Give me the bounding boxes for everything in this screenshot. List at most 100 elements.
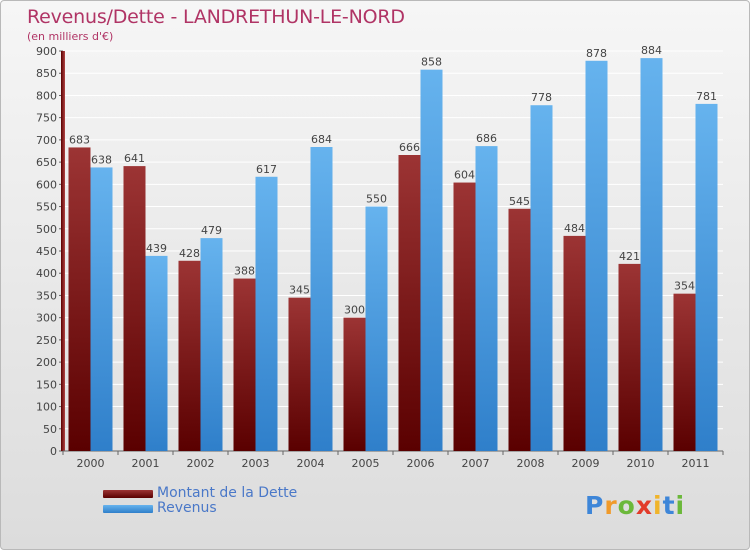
bars: [68, 58, 718, 452]
y-tick-label: 900: [36, 45, 57, 58]
x-tick-label: 2010: [627, 457, 655, 470]
data-label: 683: [69, 133, 90, 146]
data-label: 778: [531, 91, 552, 104]
logo-letter: i: [653, 491, 663, 520]
data-label: 545: [509, 195, 530, 208]
x-tick-label: 2009: [572, 457, 600, 470]
y-tick-label: 450: [36, 245, 57, 258]
x-tick-label: 2001: [132, 457, 160, 470]
x-tick-label: 2002: [187, 457, 215, 470]
data-label: 617: [256, 163, 277, 176]
bar-revenue: [255, 176, 278, 451]
bar-revenue: [90, 167, 113, 451]
bar-revenue: [200, 238, 223, 451]
y-tick-label: 350: [36, 289, 57, 302]
x-tick-label: 2003: [242, 457, 270, 470]
x-tick-label: 2004: [297, 457, 325, 470]
bar-debt: [68, 147, 91, 451]
data-label: 686: [476, 132, 497, 145]
bar-debt: [178, 260, 201, 451]
x-tick-label: 2005: [352, 457, 380, 470]
data-label: 439: [146, 242, 167, 255]
data-label: 878: [586, 47, 607, 60]
logo-letter: o: [617, 491, 636, 520]
y-tick-label: 700: [36, 134, 57, 147]
bar-revenue: [640, 58, 663, 451]
y-tick-label: 750: [36, 112, 57, 125]
data-label: 666: [399, 141, 420, 154]
grid-lines: [63, 50, 723, 452]
y-tick-label: 150: [36, 378, 57, 391]
x-tick-label: 2008: [517, 457, 545, 470]
data-label: 388: [234, 265, 255, 278]
y-tick-label: 550: [36, 201, 57, 214]
data-label: 300: [344, 304, 365, 317]
y-tick-label: 650: [36, 156, 57, 169]
y-tick-label: 800: [36, 89, 57, 102]
data-label: 604: [454, 169, 475, 182]
x-tick-label: 2011: [682, 457, 710, 470]
bar-revenue: [475, 146, 498, 451]
data-label: 638: [91, 153, 112, 166]
data-label: 858: [421, 56, 442, 69]
data-label: 550: [366, 193, 387, 206]
y-tick-label: 200: [36, 356, 57, 369]
chart-subtitle: (en milliers d'€): [27, 30, 114, 43]
data-label: 884: [641, 44, 662, 57]
bar-debt: [233, 278, 256, 451]
data-label: 479: [201, 224, 222, 237]
y-tick-label: 250: [36, 334, 57, 347]
bar-revenue: [695, 103, 718, 451]
labels: 0 50 100 150 200 250 300 350 400 450 500 550 600 650 7…: [36, 44, 717, 470]
axes: [59, 50, 724, 455]
chart-title: Revenus/Dette - LANDRETHUN-LE-NORD: [27, 6, 405, 28]
data-label: 421: [619, 250, 640, 263]
logo-letter: t: [662, 491, 676, 520]
logo-letter: x: [635, 491, 653, 520]
data-label: 484: [564, 222, 585, 235]
bar-debt: [343, 317, 366, 451]
legend-label-revenue: Revenus: [157, 500, 217, 516]
bar-debt: [508, 208, 531, 451]
data-label: 428: [179, 247, 200, 260]
bar-debt: [398, 155, 421, 451]
legend-swatch-revenue: [103, 505, 153, 513]
bar-revenue: [365, 206, 388, 451]
logo-letter: i: [675, 491, 686, 520]
bar-revenue: [145, 255, 168, 451]
y-tick-label: 500: [36, 223, 57, 236]
y-tick-label: 50: [43, 423, 57, 436]
bar-debt: [288, 297, 311, 451]
logo-letter: r: [604, 491, 618, 520]
data-label: 684: [311, 133, 332, 146]
data-label: 354: [674, 280, 695, 293]
bar-debt: [123, 166, 146, 451]
bar-revenue: [420, 69, 443, 452]
logo-letter: P: [585, 491, 605, 520]
bar-debt: [563, 235, 586, 451]
legend-label-debt: Montant de la Dette: [157, 485, 298, 501]
y-tick-label: 100: [36, 401, 57, 414]
y-tick-label: 0: [50, 445, 57, 458]
x-tick-label: 2000: [77, 457, 105, 470]
bar-revenue: [530, 105, 553, 451]
y-tick-label: 850: [36, 67, 57, 80]
y-tick-label: 400: [36, 267, 57, 280]
y-axis-band: [61, 51, 65, 451]
y-tick-label: 600: [36, 178, 57, 191]
y-tick-label: 300: [36, 312, 57, 325]
x-tick-label: 2007: [462, 457, 490, 470]
bar-debt: [673, 293, 696, 451]
bar-revenue: [310, 147, 333, 451]
x-tick-label: 2006: [407, 457, 435, 470]
proxiti-logo: Proxiti: [585, 491, 685, 520]
legend-swatch-debt: [103, 490, 153, 498]
bar-debt: [618, 263, 641, 451]
data-label: 781: [696, 90, 717, 103]
bar-revenue: [585, 60, 608, 452]
data-label: 641: [124, 152, 145, 165]
data-label: 345: [289, 284, 310, 297]
bar-debt: [453, 182, 476, 452]
